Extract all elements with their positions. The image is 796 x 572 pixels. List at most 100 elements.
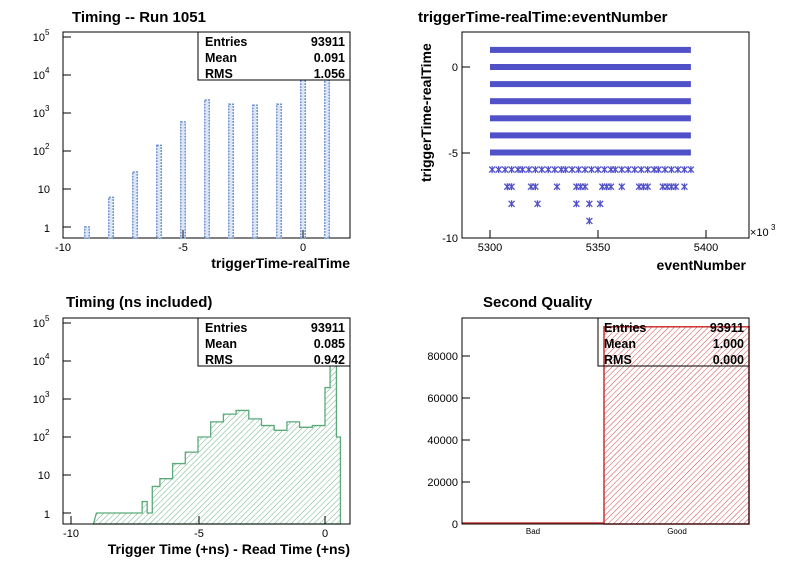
stats-entries-label: Entries (205, 35, 247, 49)
stats-rms-label: RMS (604, 353, 632, 367)
stats-rms-value: 0.942 (314, 353, 345, 367)
histogram-bar (252, 104, 258, 239)
panel4-x-axis: Bad Good (526, 527, 687, 536)
scatter-band (490, 149, 691, 156)
scatter-point (585, 200, 593, 208)
panel3-ytick-label: 10 (33, 356, 45, 368)
scatter-point (531, 166, 539, 174)
panel2-xtick-label: 5400 (694, 242, 718, 254)
panel-timing-ns: Timing (ns included) 1 10 10 2 10 3 10 4 10… (33, 294, 351, 557)
panel4-bars (462, 326, 750, 525)
panel1-x-label: triggerTime-realTime (211, 255, 350, 271)
panel1-xtick-label: -10 (55, 242, 71, 254)
stats-entries-label: Entries (604, 321, 646, 335)
panel1-xtick-label: 0 (300, 242, 306, 254)
scatter-point (596, 200, 604, 208)
panel1-y-axis: 1 10 10 2 10 3 10 4 10 5 (33, 28, 71, 235)
panel1-ytick-label: 10 (33, 70, 45, 82)
panel1-ytick-label: 10 (38, 184, 50, 196)
panel2-y-axis: 0 -5 -10 triggerTime-realTime (418, 43, 470, 245)
scatter-point (568, 166, 576, 174)
histogram-bar (204, 99, 210, 239)
panel3-ytick-exp: 4 (45, 352, 50, 361)
panel3-xtick-label: 0 (322, 528, 328, 540)
panel3-title: Timing (ns included) (66, 294, 212, 311)
stats-mean-label: Mean (205, 337, 237, 351)
panel2-points (488, 46, 695, 225)
histogram-bar (180, 121, 186, 239)
scatter-point (611, 166, 619, 174)
histogram-bar (84, 226, 90, 239)
histogram-bar (276, 103, 282, 239)
panel2-xtick-label: 5350 (586, 242, 610, 254)
panel2-ytick-label: -10 (442, 233, 458, 245)
panel2-ytick-label: -5 (448, 148, 458, 160)
panel3-ytick-label: 10 (33, 318, 45, 330)
panel3-x-axis: -10 -5 0 Trigger Time (+ns) - Read Time … (63, 516, 350, 557)
stats-entries-label: Entries (205, 321, 247, 335)
stats-entries-value: 93911 (710, 321, 744, 335)
panel4-stats-box: Entries 93911 Mean 1.000 RMS 0.000 (597, 317, 750, 367)
panel1-ytick-label: 10 (33, 32, 45, 44)
panel4-ytick-label: 80000 (427, 351, 458, 363)
stats-mean-label: Mean (604, 337, 636, 351)
histogram-bar (108, 196, 114, 239)
histogram-bar-fill (110, 198, 112, 238)
panel3-y-axis: 1 10 10 2 10 3 10 4 10 5 (33, 314, 71, 521)
histogram-bar (132, 171, 138, 239)
scatter-point (508, 200, 516, 208)
panel1-ytick-exp: 4 (45, 66, 50, 75)
histogram-bar (324, 37, 330, 239)
panel4-y-axis: 0 20000 40000 60000 80000 (427, 351, 470, 531)
panel2-x-exponent-power: 3 (771, 223, 776, 232)
panel4-ytick-label: 20000 (427, 477, 458, 489)
histogram-bar (156, 144, 162, 239)
panel3-xtick-label: -5 (194, 528, 204, 540)
scatter-point (585, 217, 593, 225)
panel1-ytick-label: 10 (33, 108, 45, 120)
panel1-ytick-label: 10 (33, 146, 45, 158)
scatter-point (672, 183, 680, 191)
scatter-band (490, 46, 691, 53)
histogram-bar-fill (230, 105, 232, 238)
panel2-x-label: eventNumber (657, 257, 747, 273)
histogram-bar-fill (326, 39, 328, 238)
stats-rms-value: 0.000 (713, 353, 744, 367)
scatter-point (680, 183, 688, 191)
panel3-ytick-label: 10 (33, 432, 45, 444)
scatter-point (534, 200, 541, 208)
stats-rms-value: 1.056 (314, 67, 345, 81)
panel3-ytick-label: 1 (44, 509, 50, 521)
scatter-point (525, 166, 533, 174)
scatter-point (601, 166, 608, 174)
panel4-category-label: Bad (526, 527, 540, 536)
scatter-point (644, 166, 652, 174)
scatter-point (553, 183, 561, 191)
histogram-bar-fill (134, 173, 136, 238)
panel3-ytick-exp: 2 (45, 428, 50, 437)
panel1-stats-box: Entries 93911 Mean 0.091 RMS 1.056 (197, 31, 351, 81)
stats-mean-value: 0.091 (314, 51, 345, 65)
scatter-point (551, 166, 559, 174)
scatter-point (581, 166, 589, 174)
scatter-point (495, 166, 503, 174)
stats-entries-value: 93911 (311, 35, 345, 49)
category-bar (603, 326, 750, 525)
panel1-ytick-exp: 3 (45, 104, 50, 113)
panel3-xtick-label: -10 (63, 528, 79, 540)
stats-mean-value: 1.000 (713, 337, 744, 351)
panel2-xtick-label: 5300 (478, 242, 502, 254)
scatter-point (508, 183, 516, 191)
scatter-point (618, 183, 626, 191)
scatter-point (624, 166, 632, 174)
stats-mean-label: Mean (205, 51, 237, 65)
panel3-x-label: Trigger Time (+ns) - Read Time (+ns) (108, 541, 350, 557)
panel3-ytick-label: 10 (33, 394, 45, 406)
scatter-point (631, 166, 639, 174)
panel2-title: triggerTime-realTime:eventNumber (418, 9, 668, 26)
panel3-ytick-label: 10 (38, 470, 50, 482)
panel1-ytick-exp: 2 (45, 142, 50, 151)
scatter-point (618, 166, 626, 174)
panel-second-quality: Second Quality 0 20000 40000 60000 80000… (427, 294, 750, 536)
